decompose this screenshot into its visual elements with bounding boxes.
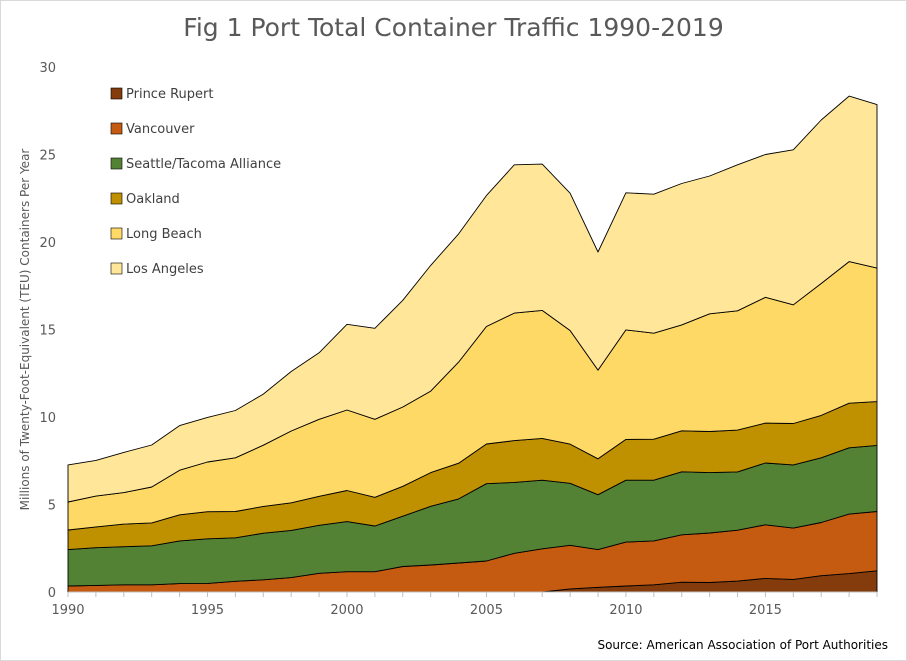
x-tick-label: 2015 xyxy=(749,603,782,618)
y-axis-title: Millions of Twenty-Foot-Equivalent (TEU)… xyxy=(18,149,32,511)
legend-swatch-oakland xyxy=(110,192,123,205)
legend-swatch-vancouver xyxy=(110,122,123,135)
area-series-los-angeles xyxy=(67,95,878,503)
x-tick-label: 2010 xyxy=(609,603,642,618)
chart-title: Fig 1 Port Total Container Traffic 1990-… xyxy=(183,13,724,42)
y-tick-label: 20 xyxy=(39,236,56,251)
legend-label-los-angeles: Los Angeles xyxy=(126,262,204,277)
legend-swatch-los-angeles xyxy=(110,262,123,275)
y-tick-label: 15 xyxy=(39,324,56,339)
legend-label-seattle-tacoma-alliance: Seattle/Tacoma Alliance xyxy=(126,157,281,172)
legend-label-vancouver: Vancouver xyxy=(126,122,195,137)
source-note: Source: American Association of Port Aut… xyxy=(597,638,888,652)
y-tick-label: 5 xyxy=(48,499,56,514)
y-tick-label: 25 xyxy=(39,149,56,164)
legend-swatch-prince-rupert xyxy=(110,87,123,100)
x-tick-label: 1990 xyxy=(51,603,84,618)
x-tick-label: 1995 xyxy=(191,603,224,618)
x-tick-label: 2005 xyxy=(470,603,503,618)
y-tick-label: 30 xyxy=(39,61,56,76)
legend-swatch-seattle-tacoma-alliance xyxy=(110,157,123,170)
y-tick-label: 0 xyxy=(48,586,56,601)
y-tick-label: 10 xyxy=(39,411,56,426)
x-tick-label: 2000 xyxy=(330,603,363,618)
legend-label-oakland: Oakland xyxy=(126,192,180,207)
legend-label-prince-rupert: Prince Rupert xyxy=(126,87,213,102)
legend-label-long-beach: Long Beach xyxy=(126,227,202,242)
legend-swatch-long-beach xyxy=(110,227,123,240)
